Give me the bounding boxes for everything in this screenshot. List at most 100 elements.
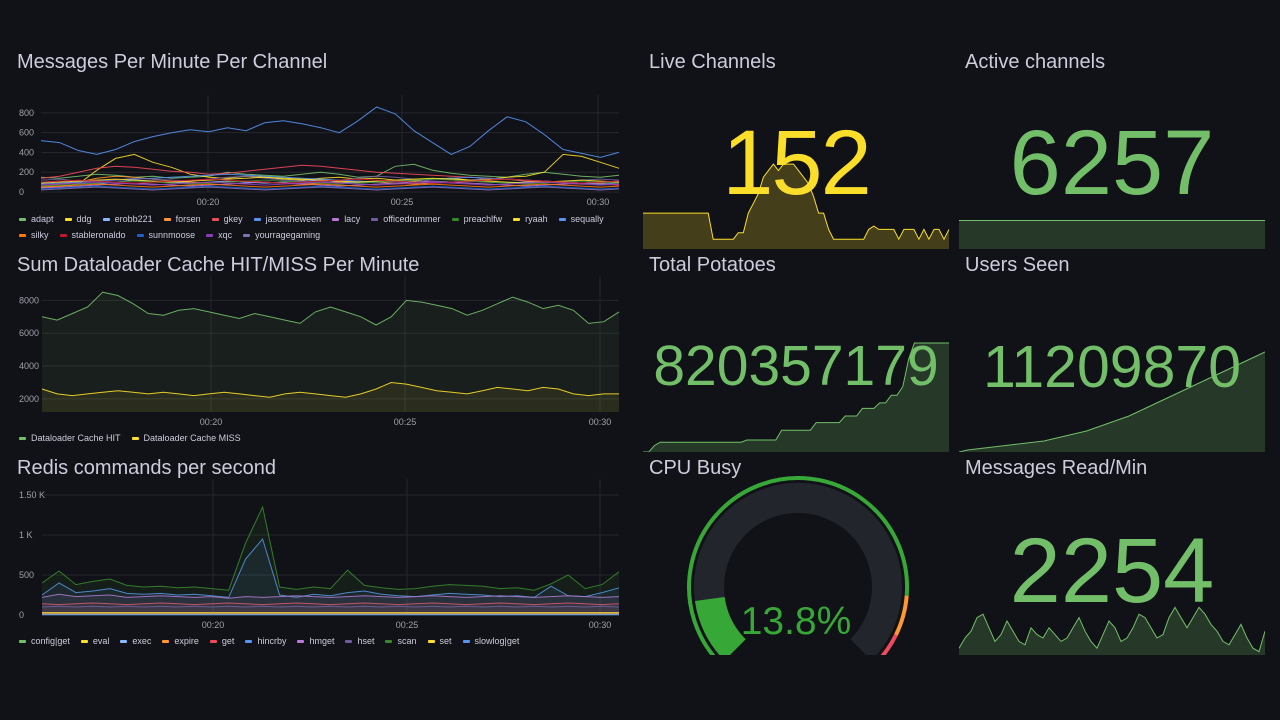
panel-title[interactable]: Redis commands per second: [17, 457, 277, 479]
legend-swatch: [243, 233, 251, 237]
panel-title[interactable]: Live Channels: [649, 51, 776, 73]
x-tick-label: 00:25: [391, 197, 414, 207]
redis-chart[interactable]: 1.50 K 1 K 500 0 00:20 00:25 00:30: [11, 457, 631, 637]
legend-item-officedrummer[interactable]: officedrummer: [371, 214, 441, 224]
chart-legend: adapt ddg erobb221 forsen gkey jasontheween la…: [19, 214, 629, 240]
legend-item-sunnmoose[interactable]: sunnmoose: [136, 230, 196, 240]
legend-item-stableronaldo[interactable]: stableronaldo: [59, 230, 126, 240]
x-tick-label: 00:20: [197, 197, 220, 207]
legend-label: ddg: [76, 214, 92, 224]
sparkline-area: [643, 343, 949, 452]
legend-label: preachlfw: [463, 214, 503, 224]
series-line-sequally: [40, 106, 620, 158]
legend-item-forsen[interactable]: forsen: [163, 214, 201, 224]
legend-item-hmget[interactable]: hmget: [297, 636, 334, 646]
gauge-threshold-orange: [894, 595, 909, 636]
series-line-sunnmoose: [40, 185, 620, 190]
panel-title[interactable]: Messages Read/Min: [965, 457, 1148, 479]
legend-item-exec[interactable]: exec: [120, 636, 151, 646]
gauge-threshold-green: [687, 476, 910, 655]
users-seen-value: 11209870: [982, 334, 1242, 400]
legend-item-set[interactable]: set: [427, 636, 452, 646]
legend-swatch: [59, 233, 67, 237]
sparkline-area: [959, 352, 1265, 452]
legend-label: Dataloader Cache MISS: [143, 433, 241, 443]
series-line-hset: [41, 605, 620, 608]
legend-swatch: [211, 217, 219, 221]
legend-item-sequally[interactable]: sequally: [558, 214, 604, 224]
y-tick-label: 600: [19, 128, 34, 138]
legend-item-xqc[interactable]: xqc: [206, 230, 232, 240]
legend-item-dataloader-cache-miss[interactable]: Dataloader Cache MISS: [131, 433, 241, 443]
panel-title[interactable]: Messages Per Minute Per Channel: [17, 51, 328, 73]
legend-label: ryaah: [525, 214, 548, 224]
legend-item-erobb221[interactable]: erobb221: [102, 214, 153, 224]
legend-label: exec: [132, 636, 152, 646]
legend-item-dataloader-cache-hit[interactable]: Dataloader Cache HIT: [19, 433, 121, 443]
legend-item-ryaah[interactable]: ryaah: [513, 214, 548, 224]
legend-swatch: [385, 639, 393, 643]
y-tick-label: 0: [19, 610, 24, 620]
messages-read-value: 2254: [1009, 520, 1215, 622]
series-area-dataloader-cache-hit: [42, 292, 619, 412]
legend-label: set: [439, 636, 452, 646]
legend-label: sunnmoose: [148, 230, 196, 240]
legend-item-hset[interactable]: hset: [345, 636, 374, 646]
series-line-preachlfw: [40, 178, 620, 187]
series-area-hincrby: [42, 539, 619, 615]
legend-item-silky[interactable]: silky: [19, 230, 49, 240]
legend-swatch: [136, 233, 144, 237]
series-line-silky: [40, 183, 620, 188]
messages-chart[interactable]: 800 600 400 200 0 00:20 00:25 00:30: [11, 51, 631, 211]
x-tick-label: 00:30: [589, 620, 612, 630]
series-area-hmget: [42, 594, 619, 615]
legend-label: silky: [31, 230, 49, 240]
panel-users-seen: Users Seen 11209870: [959, 254, 1265, 452]
legend-item-eval[interactable]: eval: [80, 636, 109, 646]
legend-item-adapt[interactable]: adapt: [19, 214, 54, 224]
panel-title[interactable]: Active channels: [965, 51, 1106, 73]
sparkline-line: [959, 606, 1265, 653]
legend-item-yourragegaming[interactable]: yourragegaming: [243, 230, 320, 240]
x-tick-label: 00:20: [200, 417, 223, 427]
panel-title[interactable]: CPU Busy: [649, 457, 742, 479]
legend-item-config-get[interactable]: config|get: [19, 636, 70, 646]
panel-title[interactable]: Total Potatoes: [649, 254, 776, 276]
legend-item-hincrby[interactable]: hincrby: [245, 636, 286, 646]
series-area-get: [42, 603, 619, 615]
legend-label: forsen: [175, 214, 201, 224]
legend-label: lacy: [344, 214, 361, 224]
legend-swatch: [131, 436, 139, 440]
legend-item-preachlfw[interactable]: preachlfw: [451, 214, 503, 224]
total-potatoes-sparkline: [643, 342, 949, 452]
panel-title[interactable]: Users Seen: [965, 254, 1070, 276]
messages-read-sparkline: [959, 606, 1265, 655]
panel-cache-hit-miss: Sum Dataloader Cache HIT/MISS Per Minute…: [11, 254, 631, 450]
y-tick-label: 400: [19, 147, 34, 157]
y-tick-label: 800: [19, 108, 34, 118]
panel-live-channels: Live Channels 152: [643, 51, 949, 249]
cache-chart[interactable]: 8000 6000 4000 2000 00:20 00:25 00:30: [11, 254, 631, 434]
y-tick-label: 200: [19, 167, 34, 177]
legend-item-ddg[interactable]: ddg: [64, 214, 92, 224]
legend-item-scan[interactable]: scan: [385, 636, 417, 646]
legend-label: Dataloader Cache HIT: [31, 433, 121, 443]
series-line-hincrby: [41, 537, 620, 598]
legend-swatch: [163, 217, 171, 221]
legend-swatch: [513, 217, 521, 221]
sparkline-area: [643, 164, 949, 249]
legend-swatch: [19, 436, 26, 440]
panel-title[interactable]: Sum Dataloader Cache HIT/MISS Per Minute: [17, 254, 420, 276]
y-tick-label: 2000: [19, 394, 39, 404]
legend-item-lacy[interactable]: lacy: [332, 214, 360, 224]
legend-item-gkey[interactable]: gkey: [211, 214, 243, 224]
series-line-xqc: [40, 181, 620, 186]
y-tick-label: 1 K: [19, 530, 33, 540]
legend-item-expire[interactable]: expire: [162, 636, 199, 646]
legend-item-get[interactable]: get: [209, 636, 234, 646]
gauge-track: [694, 482, 902, 655]
legend-label: stableronaldo: [71, 230, 126, 240]
x-tick-label: 00:30: [587, 197, 610, 207]
legend-item-jasontheween[interactable]: jasontheween: [253, 214, 321, 224]
legend-item-slowlog-get[interactable]: slowlog|get: [462, 636, 519, 646]
